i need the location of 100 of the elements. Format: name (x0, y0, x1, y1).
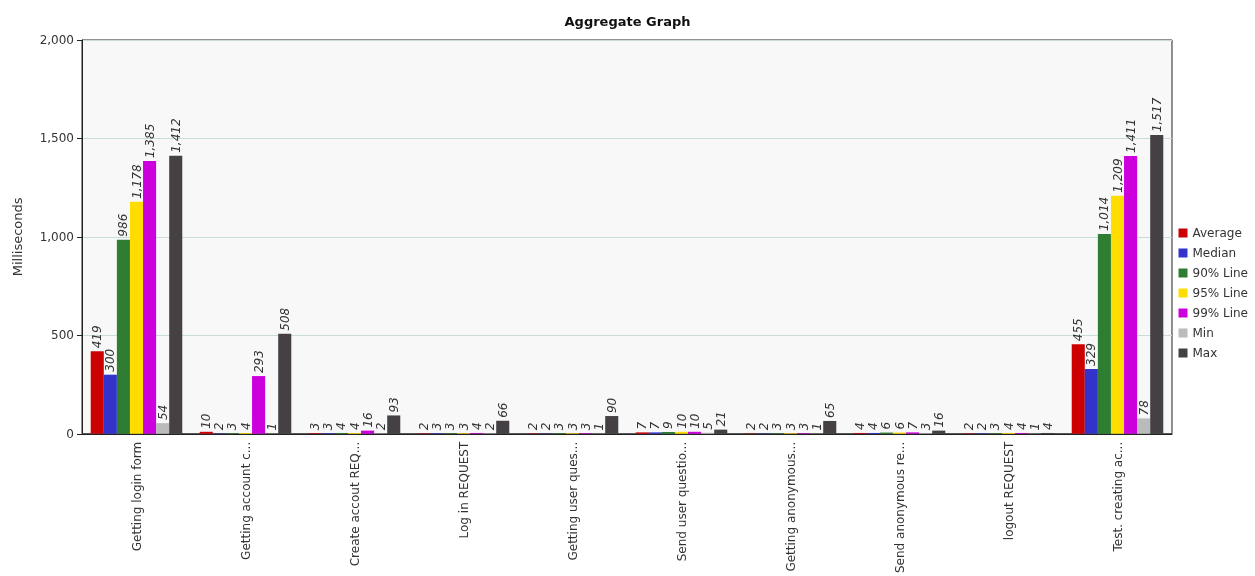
data-label: 1,385 (142, 123, 157, 159)
data-label: 4 (334, 422, 349, 430)
bar (116, 239, 130, 434)
data-label: 419 (90, 325, 105, 349)
data-label: 1,412 (168, 118, 183, 153)
bar (156, 423, 170, 434)
bar (605, 416, 619, 434)
legend-label: Median (1192, 246, 1237, 260)
y-tick-label: 1,000 (39, 229, 74, 244)
data-label: 1,411 (1123, 118, 1138, 153)
x-tick-label: Send anonymous re... (892, 441, 907, 574)
data-label: 78 (1136, 399, 1151, 416)
data-label: 1,517 (1149, 97, 1164, 133)
data-label: 3 (988, 422, 1003, 431)
data-label: 5 (700, 422, 715, 430)
data-label: 300 (103, 348, 118, 372)
bar (932, 430, 946, 434)
data-label: 1,014 (1097, 196, 1112, 232)
data-label: 4 (1014, 422, 1029, 430)
x-tick-label: Getting user ques... (565, 441, 580, 561)
data-label: 2 (373, 422, 388, 431)
bar (496, 420, 510, 434)
data-label: 3 (770, 422, 785, 431)
data-label: 1 (809, 422, 824, 431)
data-label: 293 (251, 350, 266, 374)
data-label: 4 (853, 422, 868, 430)
data-label: 3 (430, 422, 445, 431)
data-label: 2 (539, 422, 554, 431)
data-label: 6 (892, 421, 907, 430)
chart-title: Aggregate Graph (564, 14, 691, 29)
bar (129, 201, 144, 434)
data-label: 7 (905, 421, 920, 430)
data-label: 3 (443, 422, 458, 431)
data-label: 2 (526, 422, 541, 431)
bar (90, 351, 104, 434)
data-label: 329 (1084, 343, 1099, 366)
y-tick-label: 2,000 (39, 33, 74, 47)
bar (361, 430, 375, 434)
legend-label: Average (1192, 226, 1242, 240)
bar (1084, 368, 1098, 434)
data-label: 21 (713, 411, 728, 427)
data-label: 90 (604, 397, 619, 414)
data-label: 65 (822, 402, 837, 418)
data-label: 54 (155, 404, 170, 421)
data-label: 2 (212, 422, 227, 431)
x-tick-label: Getting anonymous... (783, 441, 798, 572)
data-label: 3 (456, 422, 471, 431)
data-label: 4 (866, 422, 881, 430)
bar (1097, 234, 1111, 434)
bar (252, 376, 266, 434)
x-tick-label: Test. creating ac... (1110, 441, 1125, 553)
bar (169, 155, 183, 434)
legend-label: Min (1192, 326, 1214, 340)
y-tick-label: 1,500 (39, 131, 74, 146)
y-axis-title: Milliseconds (10, 197, 25, 277)
data-label: 2 (482, 422, 497, 431)
data-label: 986 (116, 213, 131, 237)
legend-label: 90% Line (1192, 266, 1249, 280)
data-label: 2 (744, 422, 759, 431)
data-label: 3 (565, 422, 580, 431)
x-tick-label: Send user questio... (674, 441, 689, 562)
data-label: 66 (495, 402, 510, 418)
data-label: 7 (648, 421, 663, 430)
data-label: 4 (1001, 422, 1016, 430)
x-tick-label: Create accout REQ... (347, 441, 362, 567)
data-label: 508 (277, 307, 292, 331)
data-label: 4 (238, 422, 253, 430)
x-tick-label: logout REQUEST (1001, 441, 1016, 541)
data-label: 6 (879, 421, 894, 430)
data-label: 1,178 (129, 164, 144, 199)
bar (1110, 195, 1125, 434)
data-label: 1,209 (1110, 158, 1125, 193)
data-label: 3 (321, 422, 336, 431)
data-label: 16 (931, 411, 946, 428)
data-label: 4 (469, 422, 484, 430)
data-label: 3 (308, 422, 323, 431)
bar (103, 374, 117, 434)
data-label: 3 (918, 422, 933, 431)
x-tick-label: Getting login form (129, 441, 144, 552)
data-label: 10 (687, 413, 702, 429)
legend-label: Max (1192, 346, 1218, 360)
data-label: 2 (975, 422, 990, 431)
data-label: 4 (1040, 422, 1055, 430)
legend-label: 95% Line (1192, 286, 1249, 300)
x-tick-label: Getting account c... (238, 441, 253, 560)
data-label: 455 (1071, 318, 1086, 342)
y-tick-label: 500 (51, 328, 74, 343)
data-label: 3 (578, 422, 593, 431)
data-label: 4 (347, 422, 362, 430)
bar (1150, 135, 1164, 434)
bar (714, 429, 728, 434)
data-label: 9 (661, 421, 676, 429)
data-label: 2 (962, 422, 977, 431)
data-label: 10 (674, 413, 689, 429)
data-label: 93 (386, 397, 401, 413)
data-label: 1 (1027, 422, 1042, 431)
bar (1071, 344, 1085, 434)
data-label: 2 (417, 422, 432, 431)
bar (1124, 155, 1138, 434)
y-tick-label: 0 (66, 426, 74, 441)
